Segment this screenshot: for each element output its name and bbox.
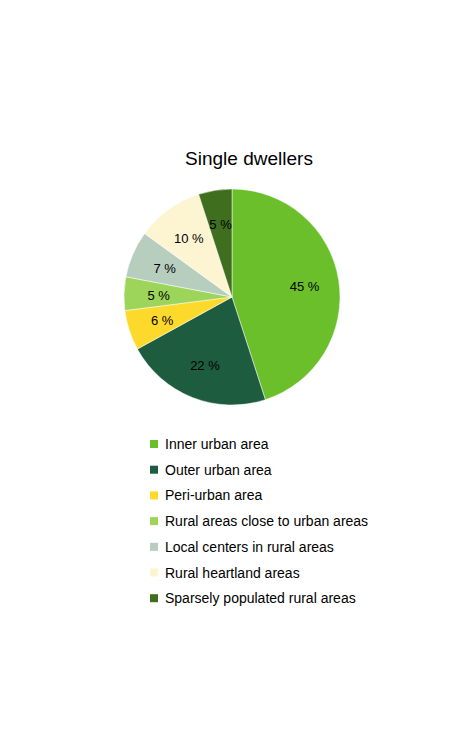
legend-label: Rural heartland areas (165, 565, 300, 581)
title: Single dwellers (185, 148, 313, 169)
data-label: 5 % (147, 288, 170, 303)
legend-label: Rural areas close to urban areas (165, 513, 368, 529)
legend-swatch (150, 569, 158, 577)
data-label: 45 % (290, 279, 320, 294)
data-label: 22 % (190, 358, 220, 373)
chart: Single dwellers 45 % 22 % 6 % 5 % 7 % 10 % 5 % I… (0, 0, 461, 733)
data-label: 5 % (209, 217, 232, 232)
legend-swatch (150, 543, 158, 551)
legend: Inner urban area Outer urban area Peri-urb… (150, 436, 368, 606)
legend-label: Local centers in rural areas (165, 539, 334, 555)
legend-label: Inner urban area (165, 436, 269, 452)
data-label: 6 % (151, 313, 174, 328)
legend-swatch (150, 517, 158, 525)
legend-label: Sparsely populated rural areas (165, 590, 356, 606)
data-label: 7 % (153, 261, 176, 276)
data-labels: 45 % 22 % 6 % 5 % 7 % 10 % 5 % (147, 217, 319, 373)
legend-swatch (150, 440, 158, 448)
legend-swatch (150, 491, 158, 499)
legend-label: Peri-urban area (165, 487, 262, 503)
legend-swatch (150, 466, 158, 474)
data-label: 10 % (174, 231, 204, 246)
legend-swatch (150, 594, 158, 602)
slices (124, 189, 340, 405)
legend-label: Outer urban area (165, 462, 272, 478)
